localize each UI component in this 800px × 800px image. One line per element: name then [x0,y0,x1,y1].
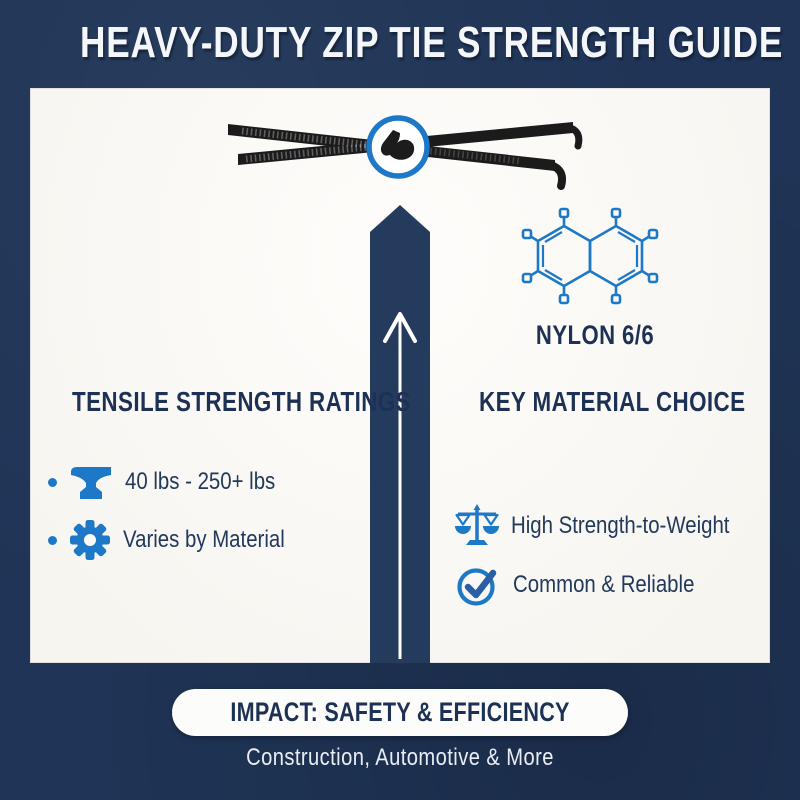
molecule-label: NYLON 6/6 [535,320,655,350]
check-circle-icon [457,568,497,606]
list-item-label: Varies by Material [123,526,285,553]
molecule-icon [521,207,659,305]
list-item-label: 40 lbs - 250+ lbs [125,468,276,495]
content-panel: NYLON 6/6 TENSILE STRENGTH RATINGS KEY M… [30,88,770,663]
industries-subtitle: Construction, Automotive & More [246,744,554,771]
list-item: 40 lbs - 250+ lbs [48,463,302,501]
up-arrow-icon [383,312,417,659]
anvil-icon [71,467,111,499]
scale-icon [455,504,499,545]
list-item-label: High Strength-to-Weight [511,512,730,539]
gear-icon [70,520,110,560]
page-title: HEAVY-DUTY ZIP TIE STRENGTH GUIDE [80,18,784,67]
list-item: Common & Reliable [455,563,726,607]
right-section-heading: KEY MATERIAL CHOICE [479,386,746,417]
bullet-dot [48,535,57,545]
bullet-dot [48,477,57,487]
list-item-label: Common & Reliable [513,571,695,598]
bicep-icon [366,115,430,179]
wrench-icon [626,711,628,713]
hard-hat-icon [172,712,173,713]
impact-label: IMPACT: SAFETY & EFFICIENCY [230,697,570,727]
list-item: Varies by Material [48,519,313,561]
list-item: High Strength-to-Weight [453,503,768,549]
left-section-heading: TENSILE STRENGTH RATINGS [72,386,411,417]
impact-banner: IMPACT: SAFETY & EFFICIENCY [172,689,628,736]
